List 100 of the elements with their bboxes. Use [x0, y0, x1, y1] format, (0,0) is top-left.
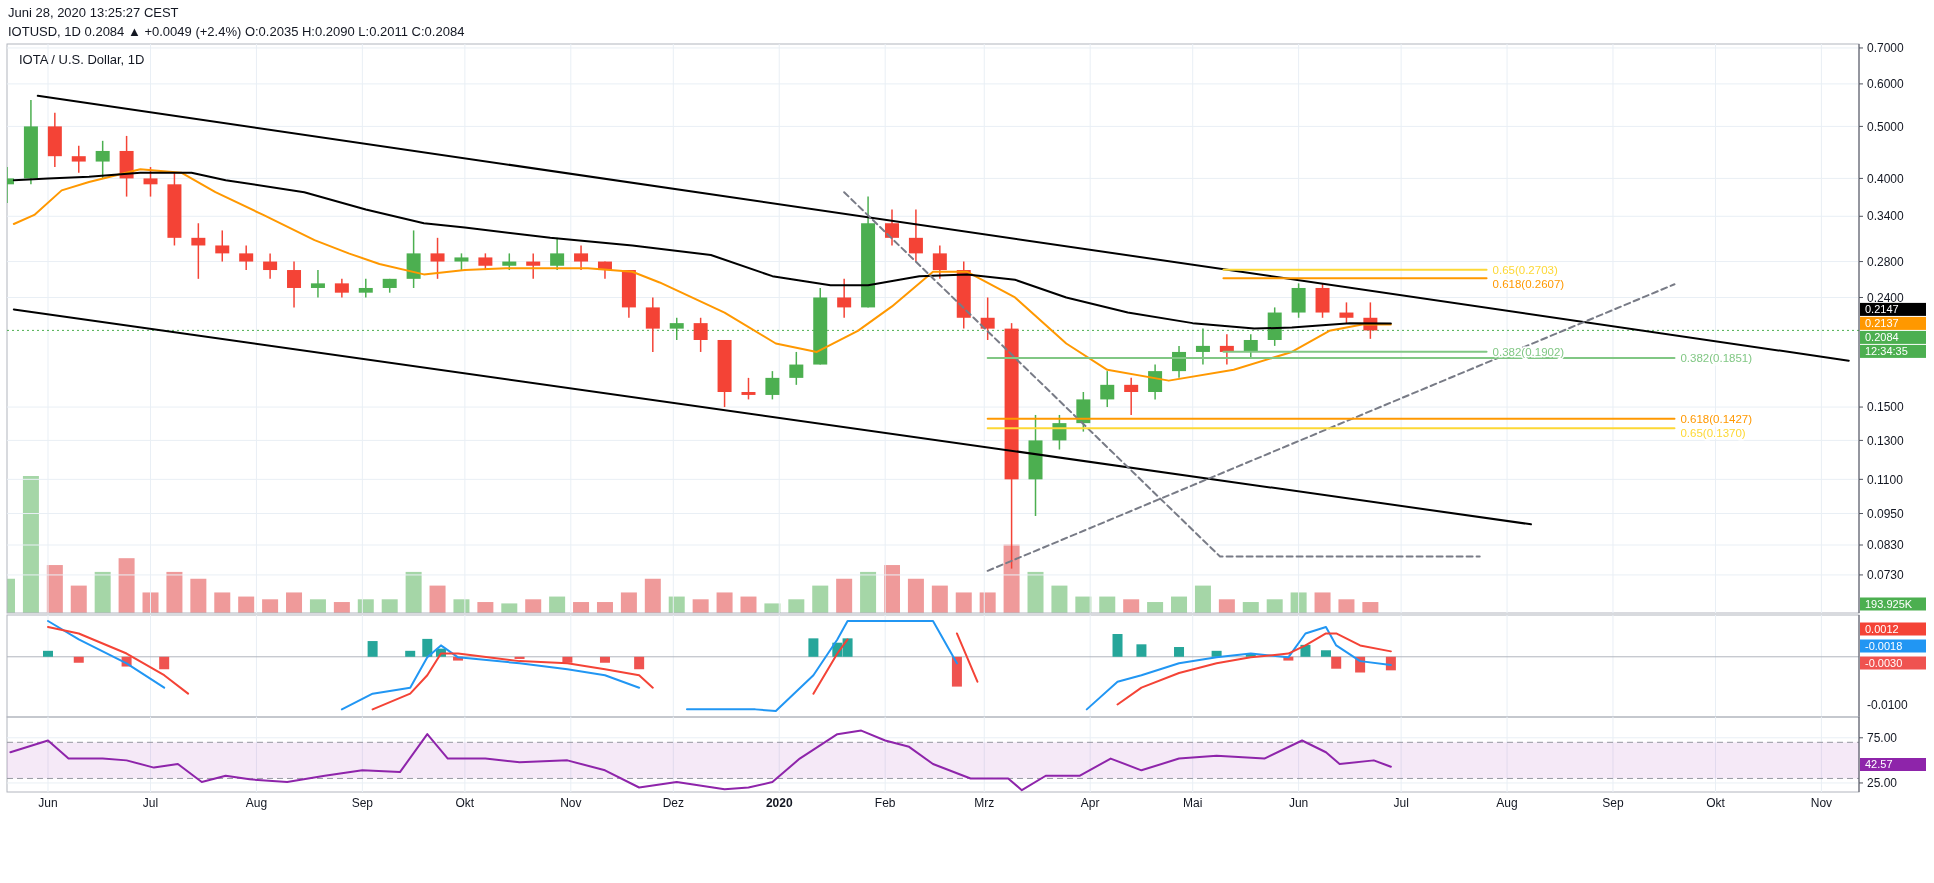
text: 193.925K	[1865, 597, 1913, 610]
bar	[94, 571, 111, 613]
bar	[907, 578, 924, 613]
x-tick-label: Nov	[1810, 796, 1833, 810]
bar	[1171, 596, 1188, 613]
x-tick-label: Apr	[1080, 796, 1100, 810]
bar	[286, 592, 303, 613]
candlestick	[263, 252, 278, 280]
bar	[1136, 644, 1147, 657]
candlestick	[693, 317, 708, 353]
text: 0.2137	[1865, 317, 1899, 330]
bar	[573, 602, 590, 613]
bar	[422, 638, 433, 657]
text: IOTA / U.S. Dollar, 1D	[19, 52, 145, 67]
x-tick-label: Aug	[1496, 796, 1518, 810]
bar	[142, 592, 159, 613]
bar	[429, 585, 446, 613]
y-tick-label: 0.5000	[1867, 119, 1905, 134]
y-tick-label: 0.1100	[1867, 472, 1904, 487]
candlestick	[1076, 391, 1091, 433]
candlestick	[191, 222, 206, 280]
bar	[1242, 602, 1259, 613]
bar	[118, 558, 135, 613]
bar	[808, 638, 819, 657]
bar	[812, 585, 829, 613]
ref-line-label: 0.2084	[1865, 331, 1899, 344]
text: 0.0012	[1865, 622, 1899, 635]
y-tick-label: 0.2800	[1867, 254, 1905, 269]
y-tick-label: 0.6000	[1867, 77, 1905, 92]
line-series	[12, 168, 1392, 382]
bar	[716, 592, 733, 613]
x-tick-label: Nov	[560, 796, 582, 810]
bar	[70, 585, 87, 613]
candlestick	[932, 244, 947, 280]
candlestick	[71, 145, 86, 174]
candlestick	[287, 260, 302, 309]
bar	[1338, 599, 1355, 613]
y-tick-label: 75.00	[1867, 730, 1898, 745]
bar	[1194, 585, 1211, 613]
text: -0.0100	[1867, 698, 1909, 713]
bar	[951, 656, 962, 687]
candlestick	[430, 237, 445, 280]
bar	[405, 650, 416, 657]
series-label: 0.65(0.2703)	[1492, 263, 1558, 276]
bar	[262, 599, 279, 613]
y-tick-label: 0.0950	[1867, 506, 1905, 521]
x-tick-label: Mrz	[974, 796, 995, 810]
series-label: 0.382(0.1851)	[1680, 352, 1753, 365]
bar	[514, 656, 525, 659]
bar	[405, 571, 422, 613]
bar	[190, 578, 207, 613]
candlestick	[334, 278, 349, 299]
bar	[525, 599, 542, 613]
bar	[477, 602, 494, 613]
text: -0.0018	[1865, 639, 1903, 652]
y-tick-label: 0.0830	[1867, 538, 1905, 553]
bar	[955, 592, 972, 613]
bar	[740, 596, 757, 613]
y-tick-label: 0.2400	[1867, 290, 1905, 305]
bar	[596, 602, 613, 613]
bar	[644, 578, 661, 613]
bar	[43, 650, 53, 657]
bar	[836, 578, 853, 613]
bar	[1147, 602, 1164, 613]
x-tick-label: Okt	[1706, 796, 1726, 810]
candlestick	[574, 244, 589, 271]
x-tick-label: Aug	[245, 796, 268, 810]
candlestick	[885, 208, 899, 247]
bar	[1331, 656, 1342, 669]
candlestick	[239, 244, 254, 271]
bar	[381, 599, 398, 613]
bar	[309, 599, 326, 613]
x-tick-label: 2020	[765, 796, 793, 810]
candlestick	[1243, 333, 1258, 359]
bar	[1218, 599, 1235, 613]
text: IOTUSD, 1D 0.2084 ▲ +0.0049 (+2.4%) O:0.2035 H:0.2090 L:0.2011 C:0.2084	[8, 24, 465, 39]
bar	[1320, 650, 1331, 657]
text: Juni 28, 2020 13:25:27 CEST	[8, 5, 179, 20]
y-tick-label: 0.4000	[1867, 171, 1905, 186]
candlestick	[526, 252, 541, 280]
y-tick-label: 0.1300	[1867, 433, 1905, 448]
candlestick	[1100, 370, 1115, 408]
bar	[214, 592, 231, 613]
candlestick	[358, 278, 373, 299]
candlestick	[1148, 363, 1163, 401]
candlestick	[95, 140, 110, 180]
bar	[333, 602, 350, 613]
candlestick	[215, 229, 230, 263]
candlestick	[550, 237, 565, 271]
x-tick-label: Jul	[142, 796, 159, 810]
bar	[1300, 644, 1311, 657]
candlestick	[310, 269, 325, 299]
bar	[634, 656, 645, 670]
x-tick-label: Okt	[455, 796, 475, 810]
x-tick-label: Sep	[1602, 796, 1624, 810]
bar	[501, 603, 518, 613]
bar	[1112, 634, 1123, 657]
bar	[367, 641, 378, 657]
y-tick-label: 0.7000	[1867, 41, 1905, 56]
y-tick-label: 0.3400	[1867, 209, 1905, 224]
